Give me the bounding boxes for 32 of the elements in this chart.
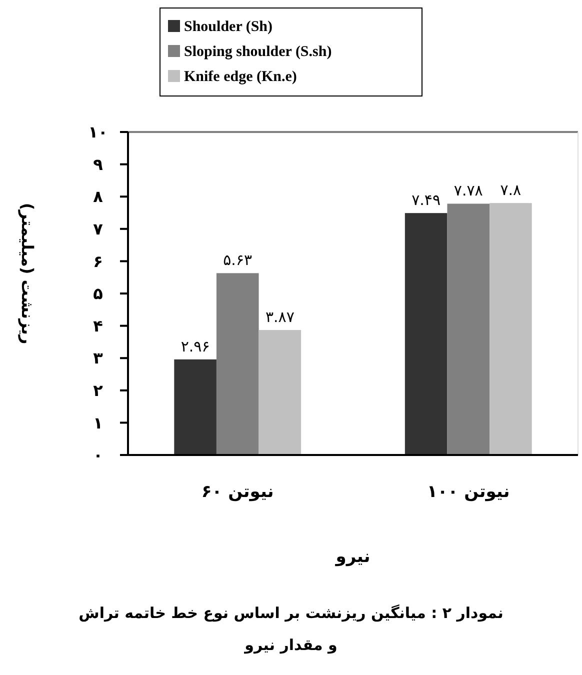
data-label: ۷.۷۸: [454, 182, 483, 200]
y-tick-label: ۱: [93, 413, 103, 432]
bar: [404, 213, 448, 455]
x-axis-title: نیرو: [334, 547, 370, 567]
data-label: ۷.۸: [500, 181, 522, 200]
y-tick-label: ۴: [93, 316, 104, 336]
y-tick-label: ۱۰: [88, 122, 108, 142]
y-axis-title: ریزنشت (میلیمتر): [18, 202, 37, 344]
bar: [216, 273, 259, 455]
bar: [490, 203, 532, 455]
legend-label: Knife edge (Kn.e): [184, 69, 297, 85]
data-label: ۷.۴۹: [412, 191, 441, 210]
y-tick-label: ۶: [93, 252, 103, 271]
legend-label: Sloping shoulder (S.sh): [184, 44, 332, 60]
y-tick-label: ۷: [93, 220, 104, 238]
text: نمودار ۲ : میانگین ریزنشت بر اساس نوع خط خاتمه تراش: [78, 604, 504, 622]
y-tick-label: ۲: [93, 381, 104, 400]
y-tick-label: ۸: [93, 187, 104, 206]
y-tick-label: ۳: [93, 348, 104, 368]
x-tick-label: نیوتن ۶۰: [201, 482, 274, 502]
y-tick-label: ۰: [93, 446, 103, 465]
legend-label: Shoulder (Sh): [184, 19, 273, 35]
x-tick-label: نیوتن ۱۰۰: [427, 482, 510, 502]
data-label: ۲.۹۶: [180, 337, 210, 356]
data-label: ۳.۸۷: [265, 308, 294, 326]
bar: [258, 330, 302, 455]
bar: [447, 204, 490, 455]
bar: [174, 359, 216, 455]
data-label: ۵.۶۳: [223, 251, 252, 270]
text: و مقدار نیرو: [244, 636, 338, 654]
y-tick-label: ۹: [93, 154, 104, 174]
y-tick-label: ۵: [93, 284, 104, 304]
